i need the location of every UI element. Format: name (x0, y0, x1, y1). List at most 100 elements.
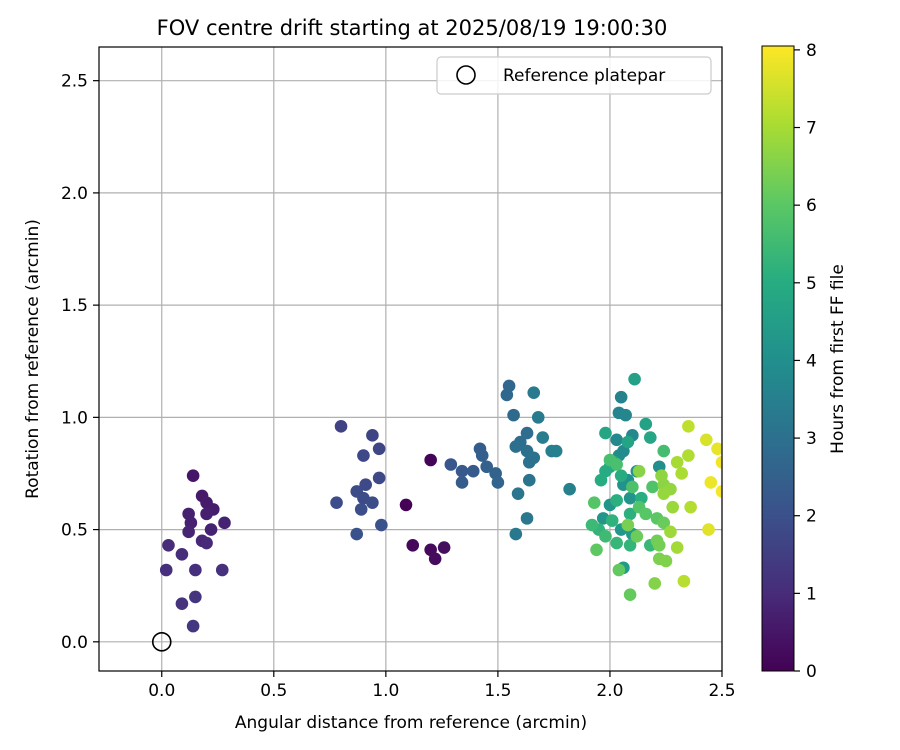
y-axis-label: Rotation from reference (arcmin) (23, 219, 43, 499)
scatter-point-93 (594, 473, 608, 487)
y-tick-label-3: 1.5 (61, 296, 88, 316)
scatter-point-131 (670, 541, 684, 554)
scatter-point-87 (599, 426, 612, 440)
legend-marker-reference (456, 65, 476, 85)
scatter-point-71 (610, 433, 623, 447)
legend-box (436, 56, 712, 95)
scatter-point-21 (189, 563, 202, 577)
scatter-point-115 (623, 588, 637, 601)
scatter-point-140 (715, 455, 722, 469)
scatter-point-61 (527, 386, 541, 399)
colorbar-tick-label-1: 1 (806, 584, 817, 604)
scatter-point-69 (619, 408, 632, 422)
x-axis-label: Angular distance from reference (arcmin) (235, 713, 587, 733)
scatter-point-63 (536, 431, 550, 444)
scatter-point-135 (684, 500, 697, 514)
scatter-point-24 (189, 590, 202, 604)
scatter-point-23 (175, 597, 189, 610)
scatter-point-45 (480, 460, 493, 474)
grid-lines (99, 47, 723, 671)
scatter-point-120 (621, 518, 635, 532)
scatter-point-114 (612, 563, 626, 577)
scatter-point-19 (175, 547, 189, 561)
scatter-point-30 (372, 471, 386, 485)
colorbar-tick-label-3: 3 (806, 429, 817, 449)
scatter-point-123 (648, 577, 662, 590)
scatter-point-0 (399, 498, 413, 512)
colorbar (761, 45, 795, 672)
scatter-points (159, 372, 722, 633)
scatter-point-139 (711, 442, 722, 456)
y-tick-label-4: 2.0 (61, 184, 88, 204)
scatter-point-20 (159, 563, 173, 577)
scatter-point-141 (704, 476, 718, 489)
scatter-point-130 (664, 525, 677, 539)
scatter-point-128 (657, 487, 671, 500)
scatter-point-1 (424, 453, 437, 467)
colorbar-tick-label-5: 5 (806, 274, 817, 294)
y-tick-label-1: 0.5 (61, 521, 88, 541)
scatter-point-59 (520, 512, 534, 525)
y-axis-ticks: 0.0 0.5 1.0 1.5 2.0 2.5 (61, 72, 99, 653)
x-tick-label-1: 0.5 (260, 681, 287, 701)
y-tick-label-0: 0.0 (61, 633, 88, 653)
scatter-point-39 (444, 458, 458, 471)
scatter-point-102 (585, 518, 599, 532)
scatter-point-15 (182, 525, 195, 539)
reference-point-marker (151, 632, 172, 652)
scatter-point-97 (605, 514, 619, 527)
x-tick-label-2: 1.0 (372, 681, 399, 701)
scatter-point-113 (590, 543, 603, 557)
scatter-point-5 (437, 541, 451, 554)
scatter-point-31 (359, 478, 372, 491)
scatter-point-96 (623, 507, 637, 521)
scatter-point-95 (610, 494, 623, 507)
scatter-point-62 (531, 411, 545, 424)
scatter-point-86 (621, 435, 635, 449)
colorbar-label: Hours from first FF file (828, 264, 848, 454)
scatter-point-6 (186, 469, 200, 483)
scatter-point-58 (511, 487, 525, 500)
scatter-point-41 (466, 464, 480, 478)
scatter-point-44 (475, 449, 489, 462)
scatter-point-17 (200, 536, 213, 550)
scatter-point-108 (646, 480, 659, 494)
scatter-point-18 (162, 539, 175, 552)
scatter-point-126 (655, 469, 668, 483)
scatter-point-122 (659, 554, 673, 568)
scatter-point-124 (632, 464, 646, 478)
scatter-point-78 (623, 491, 637, 505)
scatter-point-104 (657, 444, 671, 458)
scatter-point-13 (218, 516, 231, 530)
scatter-point-35 (366, 496, 379, 509)
colorbar-tick-label-7: 7 (806, 119, 817, 139)
scatter-point-92 (614, 469, 628, 483)
scatter-point-51 (520, 426, 534, 440)
scatter-point-25 (186, 619, 200, 633)
scatter-point-40 (455, 464, 469, 478)
scatter-point-85 (639, 417, 653, 431)
scatter-point-99 (623, 539, 637, 552)
scatter-point-106 (610, 458, 623, 471)
scatter-point-133 (675, 467, 688, 480)
colorbar-tick-label-6: 6 (806, 196, 817, 216)
scatter-point-26 (334, 420, 348, 433)
scatter-point-134 (682, 449, 695, 462)
scatter-point-2 (406, 539, 420, 552)
scatter-point-129 (666, 500, 679, 514)
x-tick-label-4: 2.0 (596, 681, 623, 701)
scatter-point-38 (350, 527, 364, 541)
scatter-point-53 (509, 440, 523, 453)
scatter-point-116 (657, 516, 671, 530)
scatter-point-42 (455, 476, 469, 489)
scatter-point-57 (522, 473, 536, 487)
scatter-point-142 (702, 523, 715, 536)
scatter-point-107 (626, 480, 639, 494)
colorbar-tick-label-2: 2 (806, 507, 817, 527)
colorbar-tick-label-8: 8 (806, 41, 817, 61)
axes-frame (98, 46, 723, 672)
scatter-point-103 (599, 530, 612, 543)
scatter-point-117 (630, 530, 644, 543)
scatter-point-22 (215, 563, 229, 577)
